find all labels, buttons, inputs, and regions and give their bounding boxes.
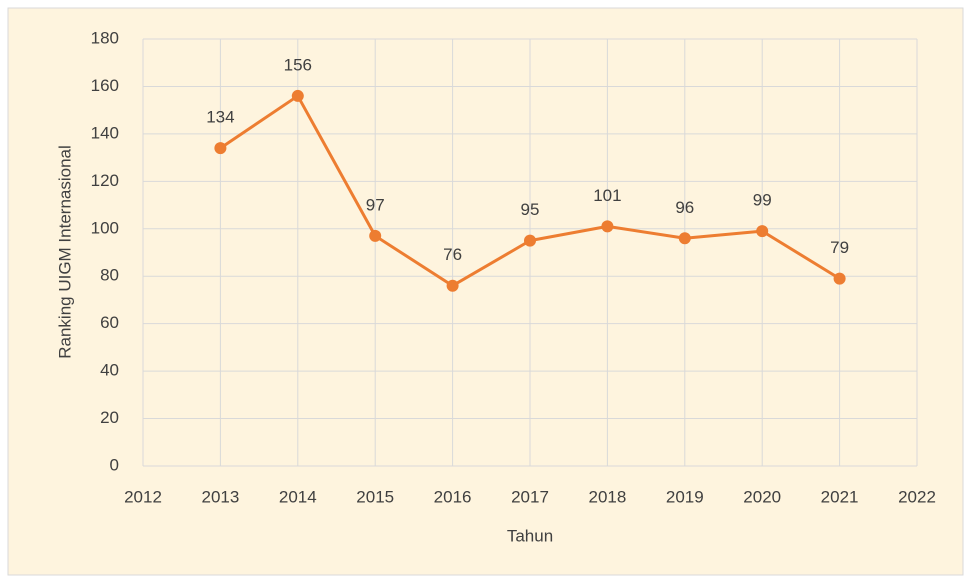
marker — [291, 89, 304, 102]
x-tick-label: 2017 — [511, 487, 549, 506]
marker — [601, 220, 614, 233]
x-tick-label: 2021 — [821, 487, 859, 506]
y-tick-label: 120 — [91, 171, 119, 190]
marker — [678, 232, 691, 245]
x-tick-label: 2015 — [356, 487, 394, 506]
marker — [369, 229, 382, 242]
y-tick-label: 60 — [100, 313, 119, 332]
y-axis-title: Ranking UIGM Internasional — [55, 145, 74, 359]
y-tick-label: 140 — [91, 123, 119, 142]
x-tick-label: 2022 — [898, 487, 936, 506]
data-label: 134 — [206, 108, 234, 127]
data-label: 96 — [675, 198, 694, 217]
y-tick-label: 20 — [100, 408, 119, 427]
y-tick-label: 100 — [91, 218, 119, 237]
data-label: 101 — [593, 186, 621, 205]
x-tick-label: 2018 — [588, 487, 626, 506]
x-tick-label: 2016 — [434, 487, 472, 506]
data-label: 97 — [366, 195, 385, 214]
data-label: 156 — [284, 55, 312, 74]
marker — [833, 272, 846, 285]
x-axis-title: Tahun — [507, 526, 553, 545]
y-tick-label: 0 — [110, 455, 119, 474]
y-tick-label: 40 — [100, 361, 119, 380]
x-tick-label: 2020 — [743, 487, 781, 506]
y-tick-label: 160 — [91, 76, 119, 95]
x-tick-label: 2014 — [279, 487, 317, 506]
marker — [446, 279, 459, 292]
x-tick-label: 2019 — [666, 487, 704, 506]
marker — [756, 225, 769, 238]
y-tick-label: 180 — [91, 28, 119, 47]
data-label: 76 — [443, 245, 462, 264]
y-tick-label: 80 — [100, 266, 119, 285]
x-tick-label: 2012 — [124, 487, 162, 506]
marker — [524, 234, 536, 247]
data-label: 99 — [753, 191, 772, 210]
data-label: 79 — [830, 238, 849, 257]
marker — [214, 142, 227, 155]
x-tick-label: 2013 — [201, 487, 239, 506]
chart-background — [7, 7, 964, 576]
data-label: 95 — [521, 200, 540, 219]
